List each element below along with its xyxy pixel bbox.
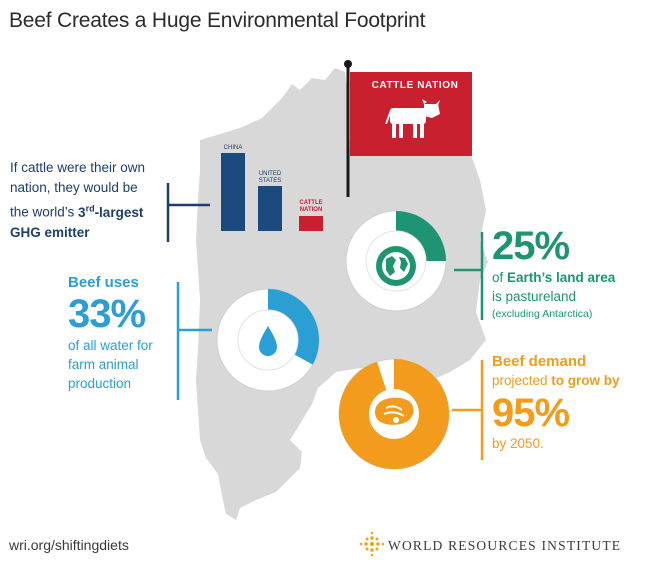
ghg-text: If cattle were their own nation, they wo… [10, 158, 180, 243]
demand-text: Beef demand projected to grow by 95% by … [492, 353, 659, 453]
globe-icon [382, 252, 410, 280]
land-line1: of Earth’s land area [492, 270, 616, 285]
demand-lead: Beef demand [492, 353, 587, 370]
water-lead: Beef uses [68, 274, 139, 291]
land-leader-line [454, 232, 484, 320]
page-title: Beef Creates a Huge Environmental Footpr… [9, 9, 426, 32]
ghg-rank-post: -largest [94, 204, 144, 220]
steak-icon [375, 397, 414, 425]
land-note: (excluding Antarctica) [492, 308, 593, 320]
flag-pole-knob [344, 60, 352, 68]
water-drop-icon [259, 326, 277, 356]
demand-value: 95% [492, 391, 570, 435]
demand-line3: by 2050. [492, 436, 544, 451]
ghg-text-line3: the world’s 3rd-largest [10, 198, 180, 223]
water-leader-line [176, 282, 212, 400]
water-rest-line1: of all water for [68, 338, 153, 353]
ghg-rank-number: 3 [78, 204, 86, 220]
bar-united-states [258, 186, 282, 231]
bar-label-united-states: UNITED STATES [258, 171, 282, 184]
demand-leader-line [452, 360, 484, 460]
land-text: 25% of Earth’s land area is pastureland … [492, 224, 659, 322]
land-line2: is pastureland [492, 289, 577, 304]
ghg-rank-suffix: rd [85, 203, 95, 213]
bar-label-china: CHINA [223, 145, 243, 151]
water-rest-line2: farm animal [68, 357, 139, 372]
demand-line2: projected to grow by [492, 373, 620, 388]
land-value: 25% [492, 224, 570, 268]
footer-org-name: WORLD RESOURCES INSTITUTE [388, 538, 622, 553]
map-silhouette [196, 68, 488, 520]
bar-label-cattle-nation: CATTLE NATION [299, 200, 323, 213]
footer-url-link[interactable]: wri.org/shiftingdiets [9, 537, 129, 553]
cow-icon [385, 99, 440, 138]
ghg-text-line2: nation, they would be [10, 180, 138, 195]
water-value: 33% [68, 292, 146, 336]
ghg-leader-line [166, 183, 210, 242]
wri-logo-icon [359, 531, 385, 557]
ghg-text-line1: If cattle were their own [10, 160, 146, 175]
water-rest-line3: production [68, 376, 132, 391]
bar-cattle-nation [299, 216, 323, 231]
bar-china [221, 153, 245, 231]
ghg-text-line3-pre: the world’s [10, 204, 79, 220]
water-text: Beef uses 33% of all water for farm anim… [68, 274, 188, 393]
flag-label: CATTLE NATION [371, 80, 459, 91]
ghg-text-line4: GHG emitter [10, 224, 90, 240]
